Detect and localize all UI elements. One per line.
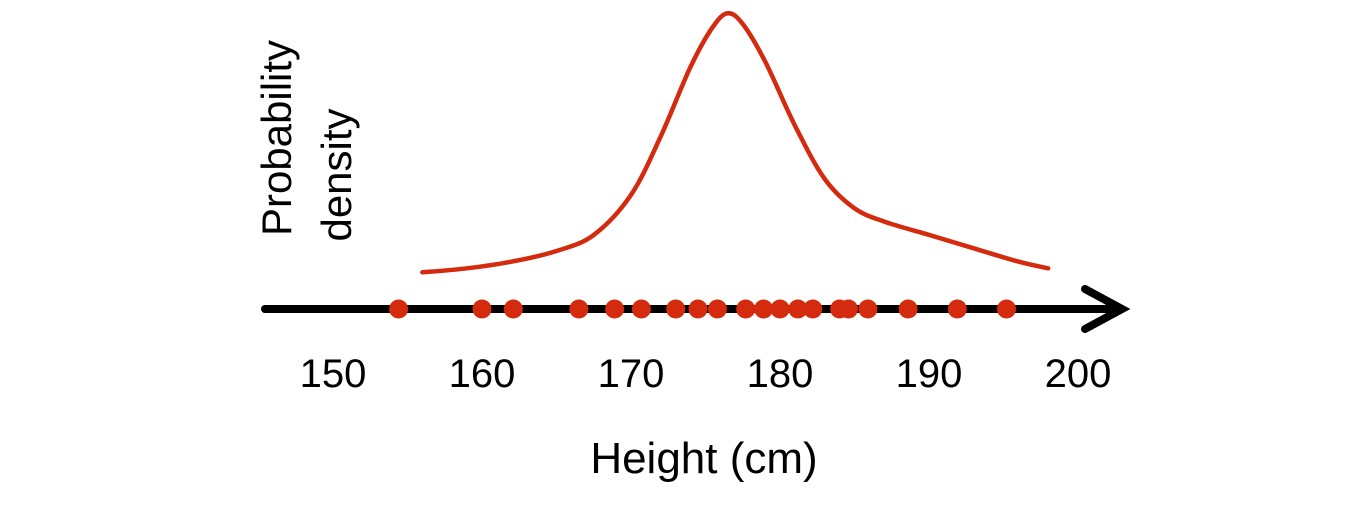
x-tick-label-200: 200 <box>1045 352 1112 396</box>
x-tick-label-150: 150 <box>300 352 367 396</box>
x-tick-label-160: 160 <box>449 352 516 396</box>
data-point-9 <box>707 299 727 319</box>
data-point-8 <box>688 299 708 319</box>
x-tick-label-190: 190 <box>896 352 963 396</box>
data-point-11 <box>754 299 774 319</box>
data-point-12 <box>770 299 790 319</box>
data-point-5 <box>605 299 625 319</box>
x-tick-label-180: 180 <box>747 352 814 396</box>
x-tick-label-170: 170 <box>598 352 665 396</box>
data-point-3 <box>503 299 523 319</box>
data-point-20 <box>997 299 1016 319</box>
data-point-2 <box>472 299 492 319</box>
data-point-13 <box>788 299 808 319</box>
density-curve <box>420 11 1051 275</box>
y-axis-title: Probability density <box>253 40 360 242</box>
data-point-10 <box>736 299 756 319</box>
data-point-14 <box>803 299 823 319</box>
data-point-17 <box>858 299 878 319</box>
y-axis-title-line-2: density <box>313 108 360 241</box>
data-point-19 <box>947 299 967 319</box>
data-point-6 <box>631 299 651 319</box>
x-axis-arrowhead <box>1081 285 1131 333</box>
data-point-4 <box>569 299 589 319</box>
data-point-16 <box>839 299 858 319</box>
y-axis-title-line-1: Probability <box>253 40 300 236</box>
data-point-1 <box>389 299 409 319</box>
data-point-7 <box>666 299 686 319</box>
x-axis-title: Height (cm) <box>590 434 817 483</box>
data-point-18 <box>898 299 918 319</box>
data-points <box>389 299 1016 319</box>
x-tick-labels: 150 160 170 180 190 200 <box>300 352 1112 396</box>
